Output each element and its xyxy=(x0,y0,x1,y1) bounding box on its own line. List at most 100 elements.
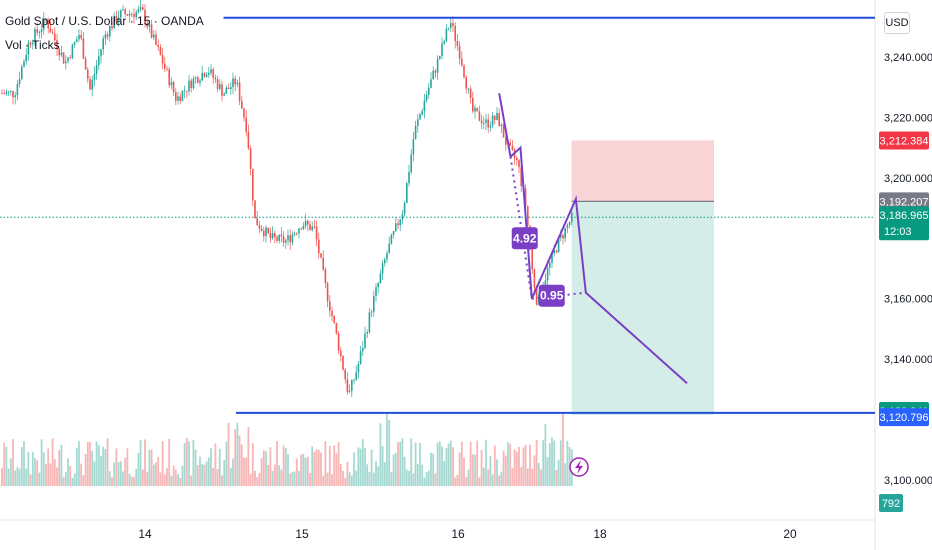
volume-bar xyxy=(344,477,347,486)
volume-bar xyxy=(304,457,307,486)
volume-bar xyxy=(542,440,545,486)
lightning-icon xyxy=(569,457,589,477)
candle-body xyxy=(91,79,93,90)
volume-bar xyxy=(84,453,87,486)
volume-bar xyxy=(67,458,69,486)
volume-bar xyxy=(284,447,287,486)
candle-body xyxy=(388,243,390,254)
candle-body xyxy=(452,23,454,27)
candle-body xyxy=(146,23,148,27)
volume-bar xyxy=(166,468,168,486)
volume-bar xyxy=(119,461,122,486)
volume-bar xyxy=(403,456,406,486)
volume-bar xyxy=(16,466,19,486)
candle-body xyxy=(483,123,485,124)
volume-bar xyxy=(487,469,490,486)
volume-bar xyxy=(40,439,43,486)
volume-bar xyxy=(34,458,36,486)
y-tick-label: 3,100.000 xyxy=(884,475,932,487)
volume-bar xyxy=(531,468,534,486)
candle-body xyxy=(95,65,98,74)
volume-bar xyxy=(309,473,311,486)
candle-body xyxy=(34,29,36,43)
volume-bar xyxy=(392,454,395,486)
ratio-label: 0.95 xyxy=(540,289,564,303)
candle-body xyxy=(7,91,10,93)
candle-body xyxy=(238,82,241,101)
volume-bar xyxy=(221,475,223,486)
volume-bar xyxy=(214,443,217,486)
volume-bar xyxy=(229,467,232,486)
candle-body xyxy=(221,84,223,96)
candle-body xyxy=(531,249,533,270)
volume-bar xyxy=(485,439,487,486)
candle-body xyxy=(535,287,538,305)
volume-bar xyxy=(146,471,149,486)
candle-body xyxy=(223,93,225,96)
volume-bar xyxy=(432,453,435,486)
price-label-box xyxy=(879,192,929,211)
candle-body xyxy=(544,280,547,289)
candle-body xyxy=(208,72,210,75)
volume-bar xyxy=(350,475,353,486)
volume-bar xyxy=(518,446,520,486)
volume-bar xyxy=(399,441,402,486)
y-tick-label: 3,220.000 xyxy=(884,112,932,124)
volume-bar xyxy=(152,464,155,486)
candle-body xyxy=(256,218,258,226)
volume-bar xyxy=(496,459,498,486)
volume-bar xyxy=(1,468,3,486)
candle-body xyxy=(69,57,71,59)
volume-bar xyxy=(249,474,252,486)
price-label: 3,120.796 xyxy=(880,412,929,424)
volume-bar xyxy=(159,472,162,486)
candle-body xyxy=(461,58,463,66)
currency-button[interactable]: USD xyxy=(884,12,910,34)
volume-bar xyxy=(298,470,300,486)
candle-body xyxy=(267,227,269,234)
candle-body xyxy=(232,78,234,88)
volume-bar xyxy=(381,446,384,486)
volume-bar xyxy=(150,449,153,486)
volume-bar xyxy=(47,448,50,486)
candle-body xyxy=(496,112,498,120)
volume-bar xyxy=(126,448,129,486)
candle-body xyxy=(421,111,423,115)
candle-body xyxy=(346,379,349,392)
candle-body xyxy=(243,108,245,118)
volume-bar xyxy=(194,449,197,486)
candle-body xyxy=(274,233,276,237)
candle-body xyxy=(533,269,536,288)
candle-body xyxy=(335,322,338,334)
candle-body xyxy=(199,80,201,83)
candle-body xyxy=(419,114,421,120)
volume-bar xyxy=(405,469,408,486)
candle-body xyxy=(434,70,437,73)
volume-bar xyxy=(425,472,428,486)
volume-bar xyxy=(113,462,116,486)
candle-body xyxy=(487,119,489,128)
y-tick-label: 3,160.000 xyxy=(884,294,932,306)
candle-body xyxy=(65,61,67,64)
candle-body xyxy=(546,267,549,281)
volume-bar xyxy=(104,449,107,486)
volume-bar xyxy=(155,462,157,486)
volume-bar xyxy=(25,468,28,486)
volume-bar xyxy=(128,473,131,486)
volume-bar xyxy=(449,440,452,486)
candle-body xyxy=(282,236,285,243)
candle-body xyxy=(516,157,518,160)
volume-bar xyxy=(342,470,344,486)
volume-bar xyxy=(333,445,336,486)
symbol-title[interactable]: Gold Spot / U.S. Dollar · 15 · OANDA xyxy=(5,14,204,28)
volume-bar xyxy=(18,468,21,486)
volume-indicator-label[interactable]: Vol · Ticks xyxy=(5,38,60,52)
volume-bar xyxy=(414,442,417,486)
candle-body xyxy=(410,154,412,173)
candle-body xyxy=(355,372,357,380)
volume-bar xyxy=(513,449,516,486)
candle-body xyxy=(373,295,375,312)
volume-bar xyxy=(529,444,531,486)
volume-bar xyxy=(331,474,333,486)
